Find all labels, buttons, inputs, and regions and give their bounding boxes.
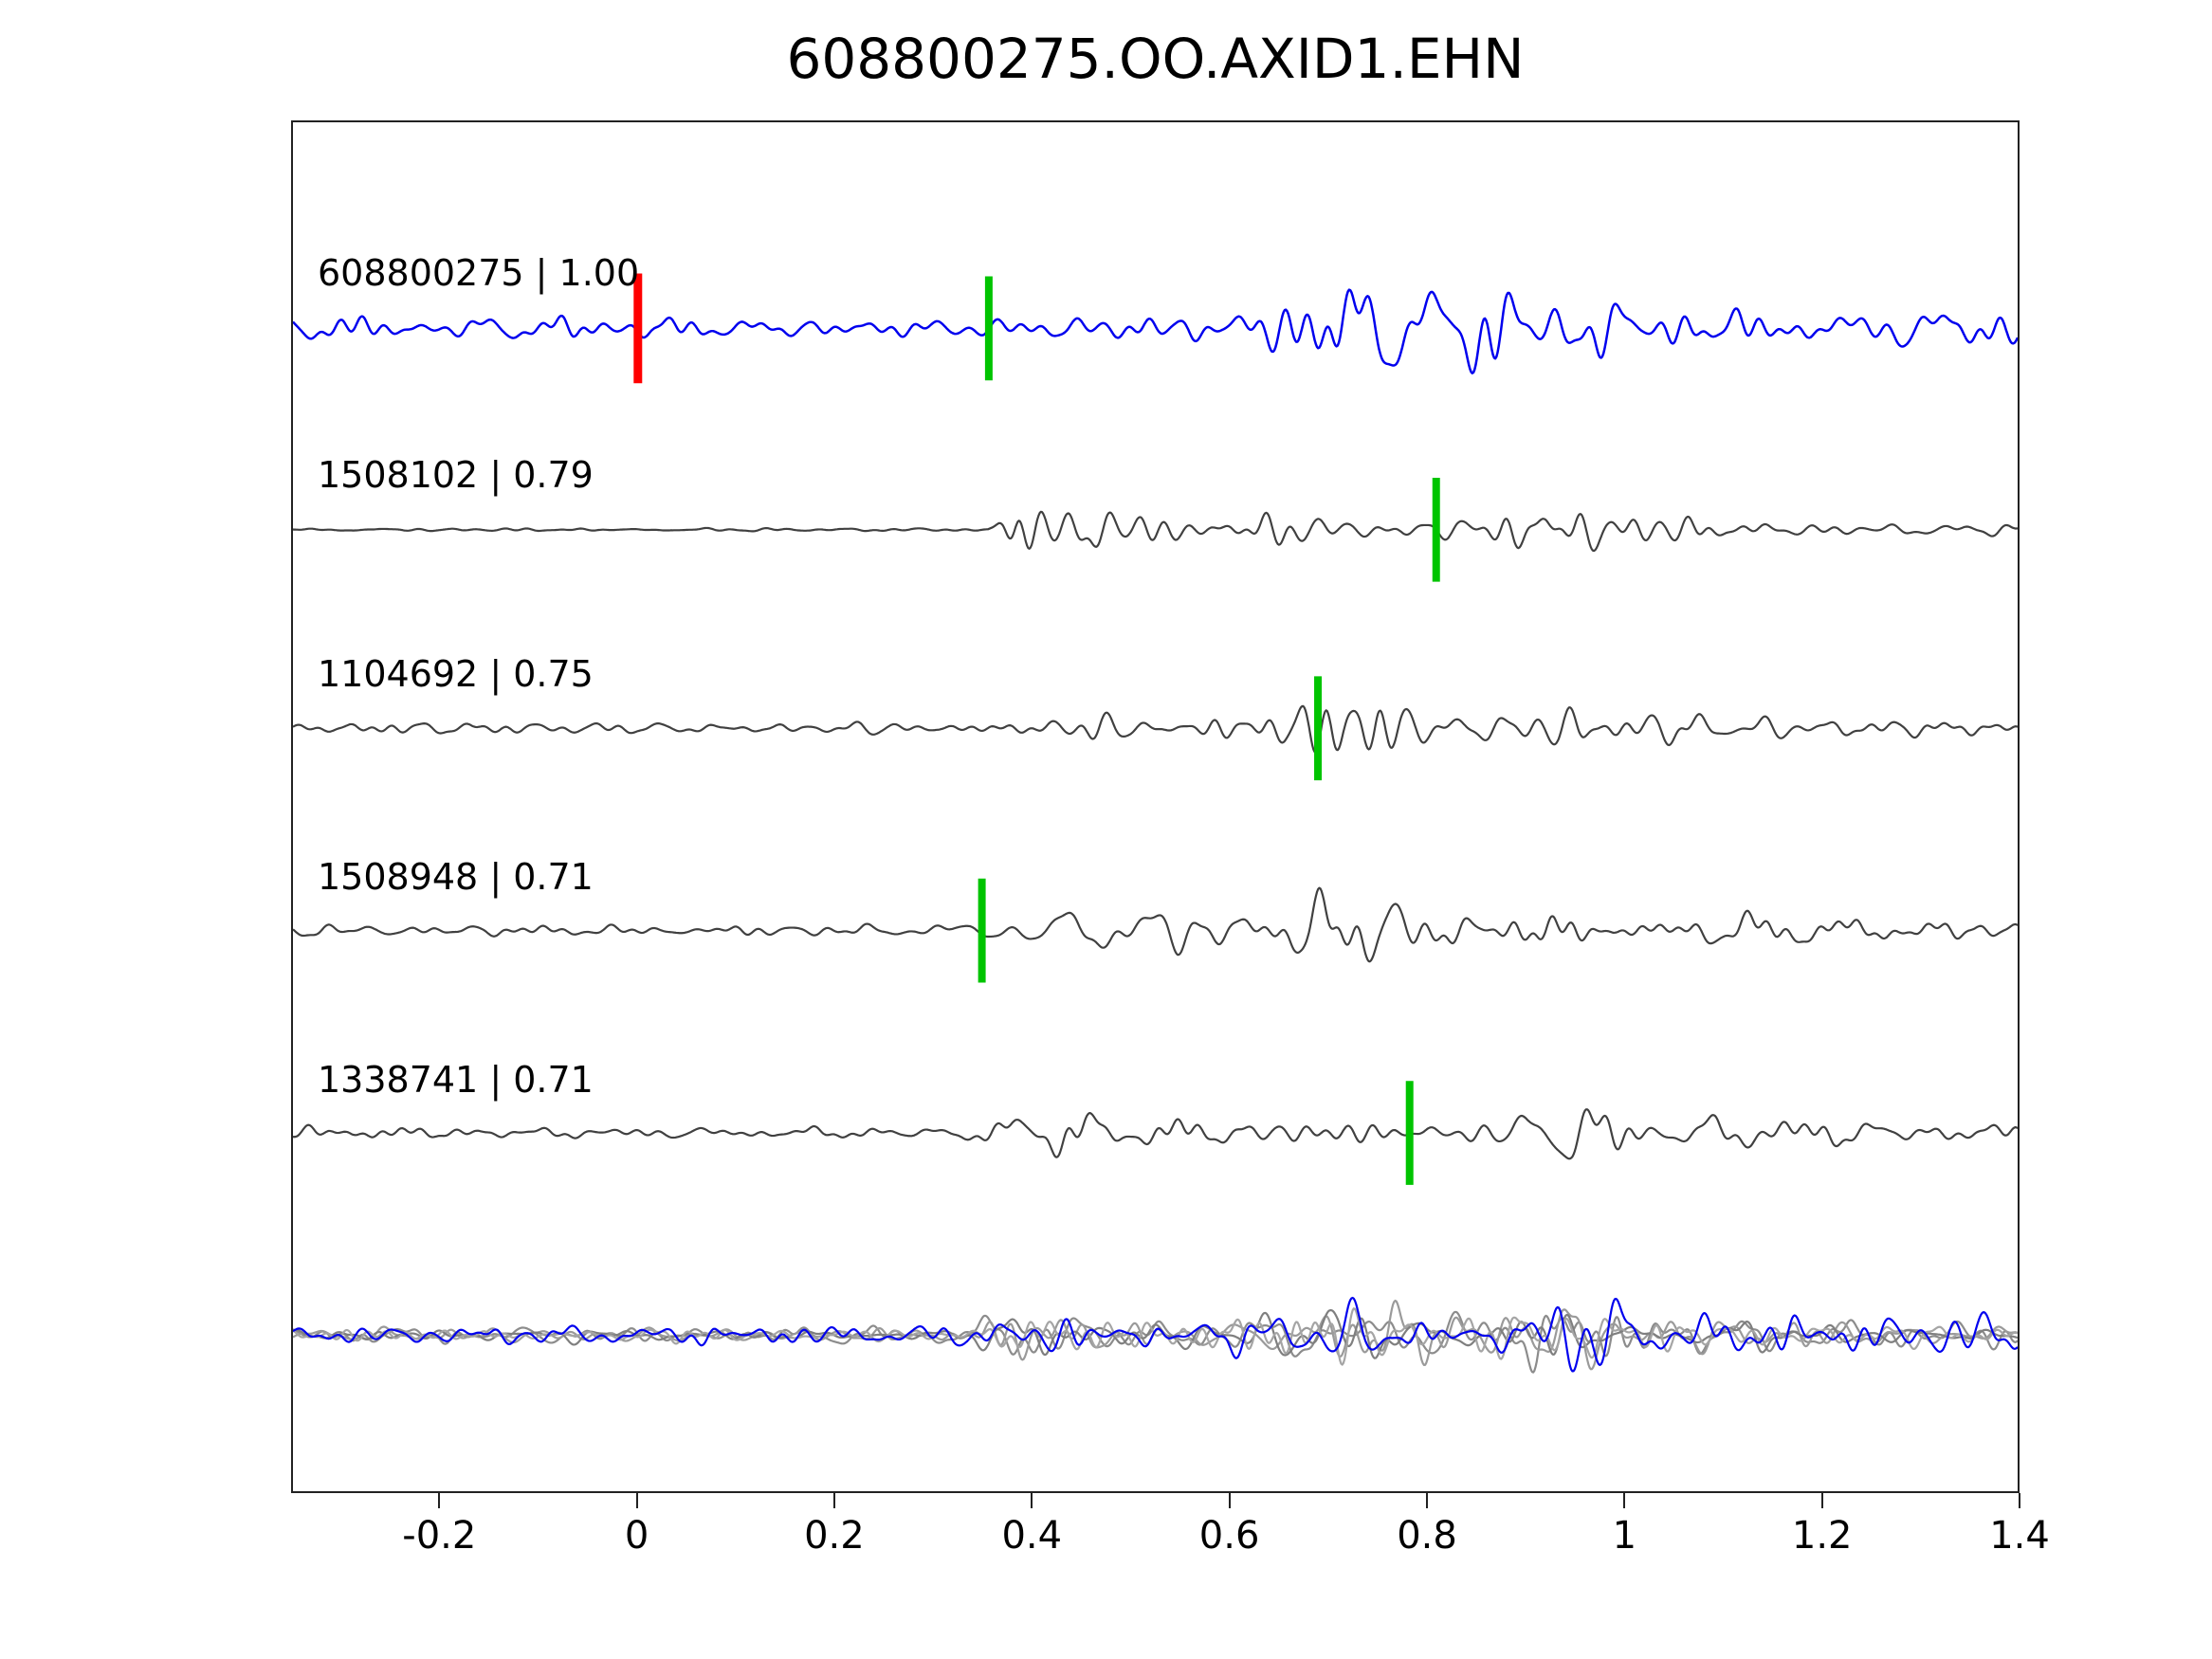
x-axis-tick: [1031, 1493, 1033, 1508]
x-tick-label: 0: [624, 1514, 649, 1558]
x-axis-tick: [1820, 1493, 1823, 1508]
x-tick-label: 0.2: [804, 1514, 865, 1558]
seismic-trace: [293, 510, 2018, 553]
chart-title: 608800275.OO.AXID1.EHN: [786, 27, 1525, 91]
x-tick-label: 0.8: [1397, 1514, 1457, 1558]
x-axis-tick: [2019, 1493, 2020, 1508]
x-tick-label: -0.2: [402, 1514, 477, 1558]
x-axis-tick: [438, 1493, 441, 1508]
x-tick-label: 1.2: [1791, 1514, 1853, 1558]
trace-label-match-2: 1104692 | 0.75: [318, 653, 594, 695]
x-axis-tick: [635, 1493, 638, 1508]
seismic-trace: [293, 886, 2018, 963]
trace-label-template: 608800275 | 1.00: [318, 252, 640, 294]
seismic-trace: [293, 704, 2018, 754]
trace-label-match-1: 1508102 | 0.79: [318, 454, 594, 496]
x-axis-tick: [1228, 1493, 1231, 1508]
plot-area: 608800275 | 1.00 1508102 | 0.79 1104692 …: [291, 120, 2020, 1493]
x-tick-label: 1.4: [1989, 1514, 2050, 1558]
x-axis-tick: [832, 1493, 835, 1508]
x-axis-tick: [1623, 1493, 1626, 1508]
seismic-trace: [293, 288, 2018, 374]
seismic-trace: [293, 1296, 2018, 1373]
x-axis-tick: [1426, 1493, 1428, 1508]
trace-label-match-4: 1338741 | 0.71: [318, 1059, 594, 1101]
x-tick-label: 0.4: [1001, 1514, 1063, 1558]
x-tick-label: 1: [1612, 1514, 1637, 1558]
seismic-trace: [293, 1108, 2018, 1160]
waveform-svg: [293, 273, 2018, 1374]
x-tick-label: 0.6: [1198, 1514, 1260, 1558]
trace-label-match-3: 1508948 | 0.71: [318, 856, 594, 898]
seismic-trace: [293, 1307, 2018, 1366]
